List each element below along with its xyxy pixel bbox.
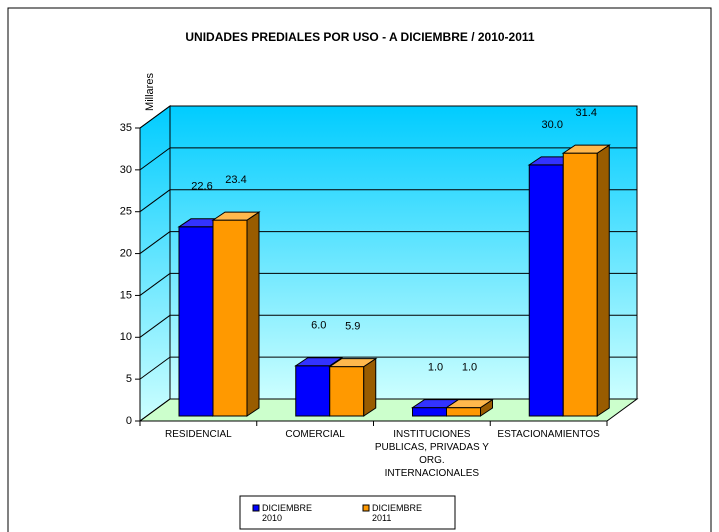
- value-label: 23.4: [225, 174, 246, 186]
- x-tick-label: COMERCIAL: [285, 429, 345, 440]
- bar-side: [246, 211, 260, 417]
- grid-line: [139, 147, 171, 171]
- bar: [328, 357, 378, 417]
- grid-line: [139, 189, 171, 213]
- legend-box: [239, 495, 456, 530]
- x-tick-label: INSTITUCIONES PUBLICAS, PRIVADAS Y ORG. …: [374, 429, 489, 479]
- bar: [444, 398, 495, 417]
- bar-front: [446, 407, 481, 417]
- bar-side: [596, 144, 610, 417]
- bar-top: [294, 357, 344, 367]
- legend-label: DICIEMBRE 2011: [372, 503, 423, 523]
- bar-top: [561, 144, 611, 154]
- bar-top: [328, 358, 378, 368]
- grid-line: [139, 314, 171, 338]
- bar-side: [363, 357, 377, 417]
- bar: [211, 211, 261, 417]
- bar: [561, 144, 611, 417]
- bar-top: [444, 399, 495, 409]
- value-label: 30.0: [542, 119, 563, 131]
- bar-front: [329, 366, 365, 417]
- side-wall: [139, 105, 171, 422]
- grid-line: [139, 231, 171, 254]
- value-label: 1.0: [462, 362, 477, 374]
- grid-line: [139, 273, 171, 296]
- grid-line: [139, 356, 171, 380]
- grid-line: [139, 105, 171, 129]
- value-label: 5.9: [345, 321, 360, 333]
- bar-front: [528, 164, 564, 417]
- chart-title: UNIDADES PREDIALES POR USO - A DICIEMBRE…: [185, 30, 535, 44]
- value-label: 6.0: [311, 320, 326, 332]
- bar-front: [212, 219, 248, 417]
- x-tick-label: RESIDENCIAL: [165, 429, 232, 440]
- legend-swatch: [252, 504, 260, 512]
- y-tick-label: 15: [120, 289, 132, 301]
- y-tick-label: 5: [126, 373, 132, 385]
- value-label: 1.0: [428, 362, 443, 374]
- bar-front: [412, 407, 447, 417]
- bar-top: [211, 211, 261, 221]
- frame: [7, 7, 712, 532]
- y-tick-label: 30: [120, 164, 132, 176]
- value-label: 22.6: [191, 181, 212, 193]
- y-axis-label: Millares: [144, 73, 156, 111]
- bar-front: [562, 152, 598, 417]
- y-tick-label: 20: [120, 247, 132, 259]
- y-tick-label: 0: [126, 415, 132, 427]
- bar-front: [295, 365, 331, 417]
- bar-front: [178, 226, 214, 417]
- legend-label: DICIEMBRE 2010: [262, 503, 313, 523]
- y-tick-label: 35: [120, 122, 132, 134]
- y-tick-label: 10: [120, 331, 132, 343]
- y-tick-label: 25: [120, 206, 132, 218]
- value-label: 31.4: [576, 107, 597, 119]
- grid-line: [139, 398, 171, 422]
- legend-swatch: [362, 504, 370, 512]
- x-tick-label: ESTACIONAMIENTOS: [497, 429, 600, 440]
